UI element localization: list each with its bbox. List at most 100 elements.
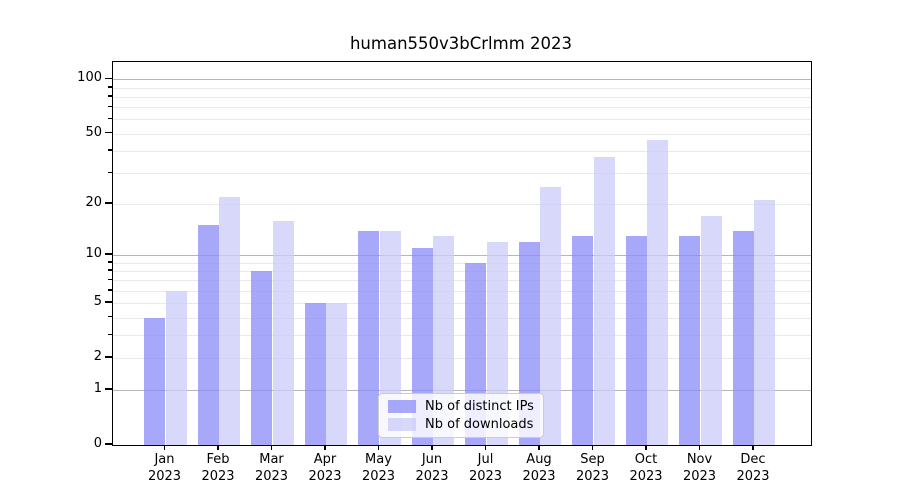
- x-tick-label-jul: Jul 2023: [451, 452, 521, 485]
- chart-title: human550v3bCrlmm 2023: [349, 34, 573, 53]
- x-tick-label-aug: Aug 2023: [504, 452, 574, 485]
- x-tick-label-year-jan: 2023: [147, 468, 182, 484]
- bar-jan-downloads: [165, 290, 187, 445]
- x-tick-jun: [431, 445, 433, 451]
- y-tick-label-10: 10: [85, 246, 102, 262]
- y-tick-10: [105, 253, 112, 255]
- x-tick-dec: [752, 445, 754, 451]
- y-minor-tick-7: [108, 278, 112, 281]
- bar-nov-distinct-ips: [679, 235, 701, 445]
- x-tick-label-month-oct: Oct: [634, 452, 658, 467]
- y-minor-tick-40: [108, 149, 112, 151]
- bar-dec-downloads: [754, 200, 776, 445]
- x-tick-label-month-jun: Jun: [421, 452, 443, 467]
- y-minor-tick-4: [108, 316, 112, 318]
- x-tick-label-month-feb: Feb: [206, 452, 230, 467]
- x-tick-aug: [538, 445, 540, 451]
- x-tick-label-month-dec: Dec: [740, 452, 766, 467]
- y-minor-tick-3: [108, 333, 112, 336]
- x-tick-label-sep: Sep 2023: [558, 452, 628, 485]
- x-tick-label-year-nov: 2023: [682, 468, 717, 484]
- y-tick-label-0: 0: [93, 436, 102, 451]
- y-tick-label-1: 1: [93, 381, 102, 397]
- y-tick-label-2: 2: [93, 348, 102, 364]
- y-minor-tick-60: [108, 117, 112, 120]
- bar-nov-downloads: [700, 216, 722, 445]
- legend-entry-downloads: Nb of downloads: [388, 417, 534, 432]
- x-tick-label-month-jul: Jul: [477, 452, 494, 467]
- x-tick-jan: [163, 445, 166, 451]
- plot-area: [112, 61, 812, 446]
- x-tick-label-month-apr: Apr: [313, 452, 337, 467]
- x-tick-label-year-feb: 2023: [201, 468, 235, 484]
- x-tick-label-may: May 2023: [344, 452, 414, 485]
- y-tick-label-20: 20: [85, 194, 102, 210]
- x-tick-may: [377, 445, 380, 451]
- bar-aug-downloads: [540, 186, 562, 445]
- legend-label-downloads: Nb of downloads: [425, 417, 534, 432]
- bar-dec-distinct-ips: [732, 230, 754, 445]
- bar-may-distinct-ips: [358, 230, 380, 445]
- x-tick-label-month-may: May: [365, 452, 392, 467]
- x-tick-label-feb: Feb 2023: [183, 452, 253, 485]
- y-tick-20: [105, 202, 112, 204]
- x-tick-label-year-aug: 2023: [522, 468, 556, 484]
- x-tick-mar: [270, 445, 273, 451]
- x-tick-label-mar: Mar 2023: [237, 452, 307, 485]
- y-minor-tick-8: [108, 269, 112, 271]
- x-tick-sep: [591, 445, 594, 451]
- gridline-minor-60: [113, 119, 811, 121]
- x-tick-label-month-jan: Jan: [154, 452, 175, 467]
- x-tick-label-year-jun: 2023: [415, 468, 449, 484]
- legend: Nb of distinct IPs Nb of downloads: [378, 393, 544, 438]
- x-tick-label-month-sep: Sep: [580, 452, 605, 467]
- x-tick-label-year-mar: 2023: [254, 468, 289, 484]
- bar-may-downloads: [379, 230, 401, 445]
- y-tick-2: [105, 356, 112, 358]
- gridline-minor-50: [113, 133, 811, 135]
- y-tick-100: [105, 77, 112, 80]
- bar-sep-distinct-ips: [572, 235, 594, 445]
- y-tick-label-50: 50: [85, 124, 102, 140]
- x-tick-oct: [645, 445, 647, 451]
- x-tick-jul: [484, 445, 487, 451]
- gridline-minor-6: [113, 290, 811, 292]
- x-tick-label-year-dec: 2023: [736, 468, 770, 484]
- x-tick-label-year-may: 2023: [361, 468, 396, 484]
- legend-swatch-downloads: [388, 418, 416, 431]
- x-tick-label-month-aug: Aug: [526, 452, 552, 467]
- y-tick-50: [105, 131, 112, 134]
- bar-apr-downloads: [326, 303, 348, 445]
- bar-mar-distinct-ips: [251, 270, 273, 445]
- bar-oct-distinct-ips: [625, 235, 647, 445]
- gridline-minor-80: [113, 96, 811, 98]
- gridline-minor-4: [113, 317, 811, 319]
- y-tick-label-5: 5: [93, 294, 102, 310]
- gridline-minor-9: [113, 262, 811, 264]
- gridline-minor-2: [113, 357, 811, 359]
- x-tick-label-dec: Dec 2023: [718, 452, 788, 485]
- bar-apr-distinct-ips: [304, 303, 326, 445]
- gridline-minor-40: [113, 150, 811, 152]
- legend-entry-distinct-ips: Nb of distinct IPs: [388, 399, 534, 414]
- y-tick-5: [105, 301, 112, 303]
- x-tick-label-jun: Jun 2023: [397, 452, 467, 485]
- bar-jan-distinct-ips: [144, 317, 166, 445]
- gridline-minor-3: [113, 335, 811, 337]
- y-tick-1: [105, 388, 112, 390]
- y-minor-tick-6: [108, 289, 112, 291]
- y-tick-label-100: 100: [77, 70, 102, 86]
- y-minor-tick-70: [108, 105, 112, 108]
- y-minor-tick-30: [108, 171, 112, 173]
- x-tick-label-month-nov: Nov: [686, 452, 713, 467]
- gridline-minor-5: [113, 303, 811, 305]
- legend-label-distinct-ips: Nb of distinct IPs: [425, 399, 534, 414]
- x-tick-label-oct: Oct 2023: [611, 452, 681, 485]
- x-tick-nov: [698, 445, 701, 451]
- bar-jun-downloads: [433, 235, 455, 445]
- x-tick-label-year-oct: 2023: [629, 468, 663, 484]
- gridline-major-100: [113, 79, 811, 81]
- gridline-minor-7: [113, 280, 811, 282]
- y-minor-tick-80: [108, 95, 112, 97]
- x-tick-label-nov: Nov 2023: [665, 452, 735, 485]
